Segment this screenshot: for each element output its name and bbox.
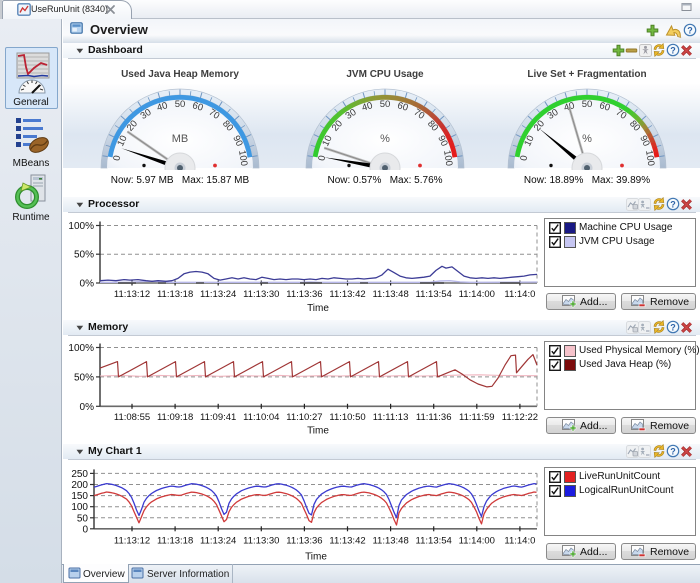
svg-text:100: 100 [441, 149, 454, 166]
svg-text:200: 200 [71, 480, 88, 491]
svg-text:0%: 0% [80, 402, 95, 413]
svg-text:11:13:48: 11:13:48 [372, 289, 408, 300]
svg-text:11:13:24: 11:13:24 [200, 289, 236, 300]
svg-text:%: % [582, 133, 592, 145]
svg-text:11:12:22: 11:12:22 [502, 412, 538, 423]
svg-text:Time: Time [307, 426, 329, 437]
svg-text:0: 0 [316, 155, 328, 162]
svg-text:30: 30 [139, 107, 154, 122]
svg-text:?: ? [687, 25, 693, 35]
svg-text:11:14:00: 11:14:00 [459, 289, 495, 300]
svg-text:60: 60 [396, 100, 409, 114]
svg-text:11:13:12: 11:13:12 [114, 289, 150, 300]
svg-text:MB: MB [172, 133, 189, 145]
svg-text:90: 90 [230, 134, 244, 148]
svg-text:50%: 50% [74, 372, 94, 383]
svg-text:11:13:36: 11:13:36 [286, 289, 322, 300]
svg-text:11:13:24: 11:13:24 [200, 536, 236, 547]
svg-text:50%: 50% [74, 250, 94, 261]
svg-text:70: 70 [614, 107, 629, 122]
svg-text:11:13:48: 11:13:48 [372, 536, 408, 547]
svg-text:11:09:41: 11:09:41 [200, 412, 236, 423]
svg-text:11:13:12: 11:13:12 [114, 536, 150, 547]
svg-text:60: 60 [191, 100, 204, 114]
svg-text:11:13:36: 11:13:36 [286, 536, 322, 547]
svg-text:11:13:54: 11:13:54 [416, 289, 452, 300]
svg-text:?: ? [670, 45, 676, 55]
svg-text:50: 50 [582, 99, 593, 110]
svg-text:60: 60 [598, 100, 611, 114]
svg-text:11:11:59: 11:11:59 [459, 412, 495, 423]
svg-text:11:11:36: 11:11:36 [416, 412, 452, 423]
svg-text:100: 100 [71, 502, 88, 513]
svg-text:50: 50 [380, 99, 391, 110]
svg-text:50: 50 [175, 99, 186, 110]
svg-text:100%: 100% [68, 343, 94, 354]
svg-text:11:13:18: 11:13:18 [157, 289, 193, 300]
svg-text:70: 70 [412, 107, 427, 122]
svg-text:100: 100 [236, 149, 249, 166]
svg-text:0: 0 [82, 524, 88, 535]
svg-text:11:10:27: 11:10:27 [286, 412, 322, 423]
svg-text:11:13:42: 11:13:42 [329, 536, 365, 547]
svg-text:11:11:13: 11:11:13 [373, 412, 409, 423]
svg-text:100: 100 [643, 149, 656, 166]
svg-text:11:09:18: 11:09:18 [157, 412, 193, 423]
svg-text:11:14:0: 11:14:0 [504, 289, 535, 300]
svg-text:11:14:0: 11:14:0 [504, 536, 535, 547]
svg-text:0: 0 [111, 155, 123, 162]
svg-text:50: 50 [77, 513, 89, 524]
svg-text:11:10:04: 11:10:04 [243, 412, 279, 423]
svg-text:90: 90 [435, 134, 449, 148]
svg-text:11:13:42: 11:13:42 [329, 289, 365, 300]
svg-text:30: 30 [344, 107, 359, 122]
svg-text:70: 70 [207, 107, 222, 122]
svg-text:?: ? [670, 446, 676, 456]
svg-text:0: 0 [518, 155, 530, 162]
svg-text:10: 10 [115, 134, 129, 148]
svg-text:%: % [380, 133, 390, 145]
svg-text:Time: Time [307, 303, 329, 314]
svg-text:0%: 0% [80, 279, 95, 290]
svg-text:11:08:55: 11:08:55 [114, 412, 150, 423]
svg-text:11:10:50: 11:10:50 [329, 412, 365, 423]
svg-text:11:13:18: 11:13:18 [157, 536, 193, 547]
svg-text:10: 10 [522, 134, 536, 148]
svg-text:40: 40 [361, 100, 374, 114]
svg-text:Time: Time [305, 552, 327, 563]
svg-text:30: 30 [546, 107, 561, 122]
svg-text:11:13:30: 11:13:30 [243, 289, 279, 300]
svg-text:250: 250 [71, 469, 88, 480]
svg-text:10: 10 [320, 134, 334, 148]
svg-text:?: ? [670, 199, 676, 209]
svg-text:150: 150 [71, 491, 88, 502]
svg-text:40: 40 [156, 100, 169, 114]
svg-text:11:13:54: 11:13:54 [416, 536, 452, 547]
svg-text:90: 90 [637, 134, 651, 148]
svg-text:11:14:00: 11:14:00 [459, 536, 495, 547]
svg-text:100%: 100% [68, 221, 94, 232]
svg-text:11:13:30: 11:13:30 [243, 536, 279, 547]
svg-text:?: ? [670, 322, 676, 332]
